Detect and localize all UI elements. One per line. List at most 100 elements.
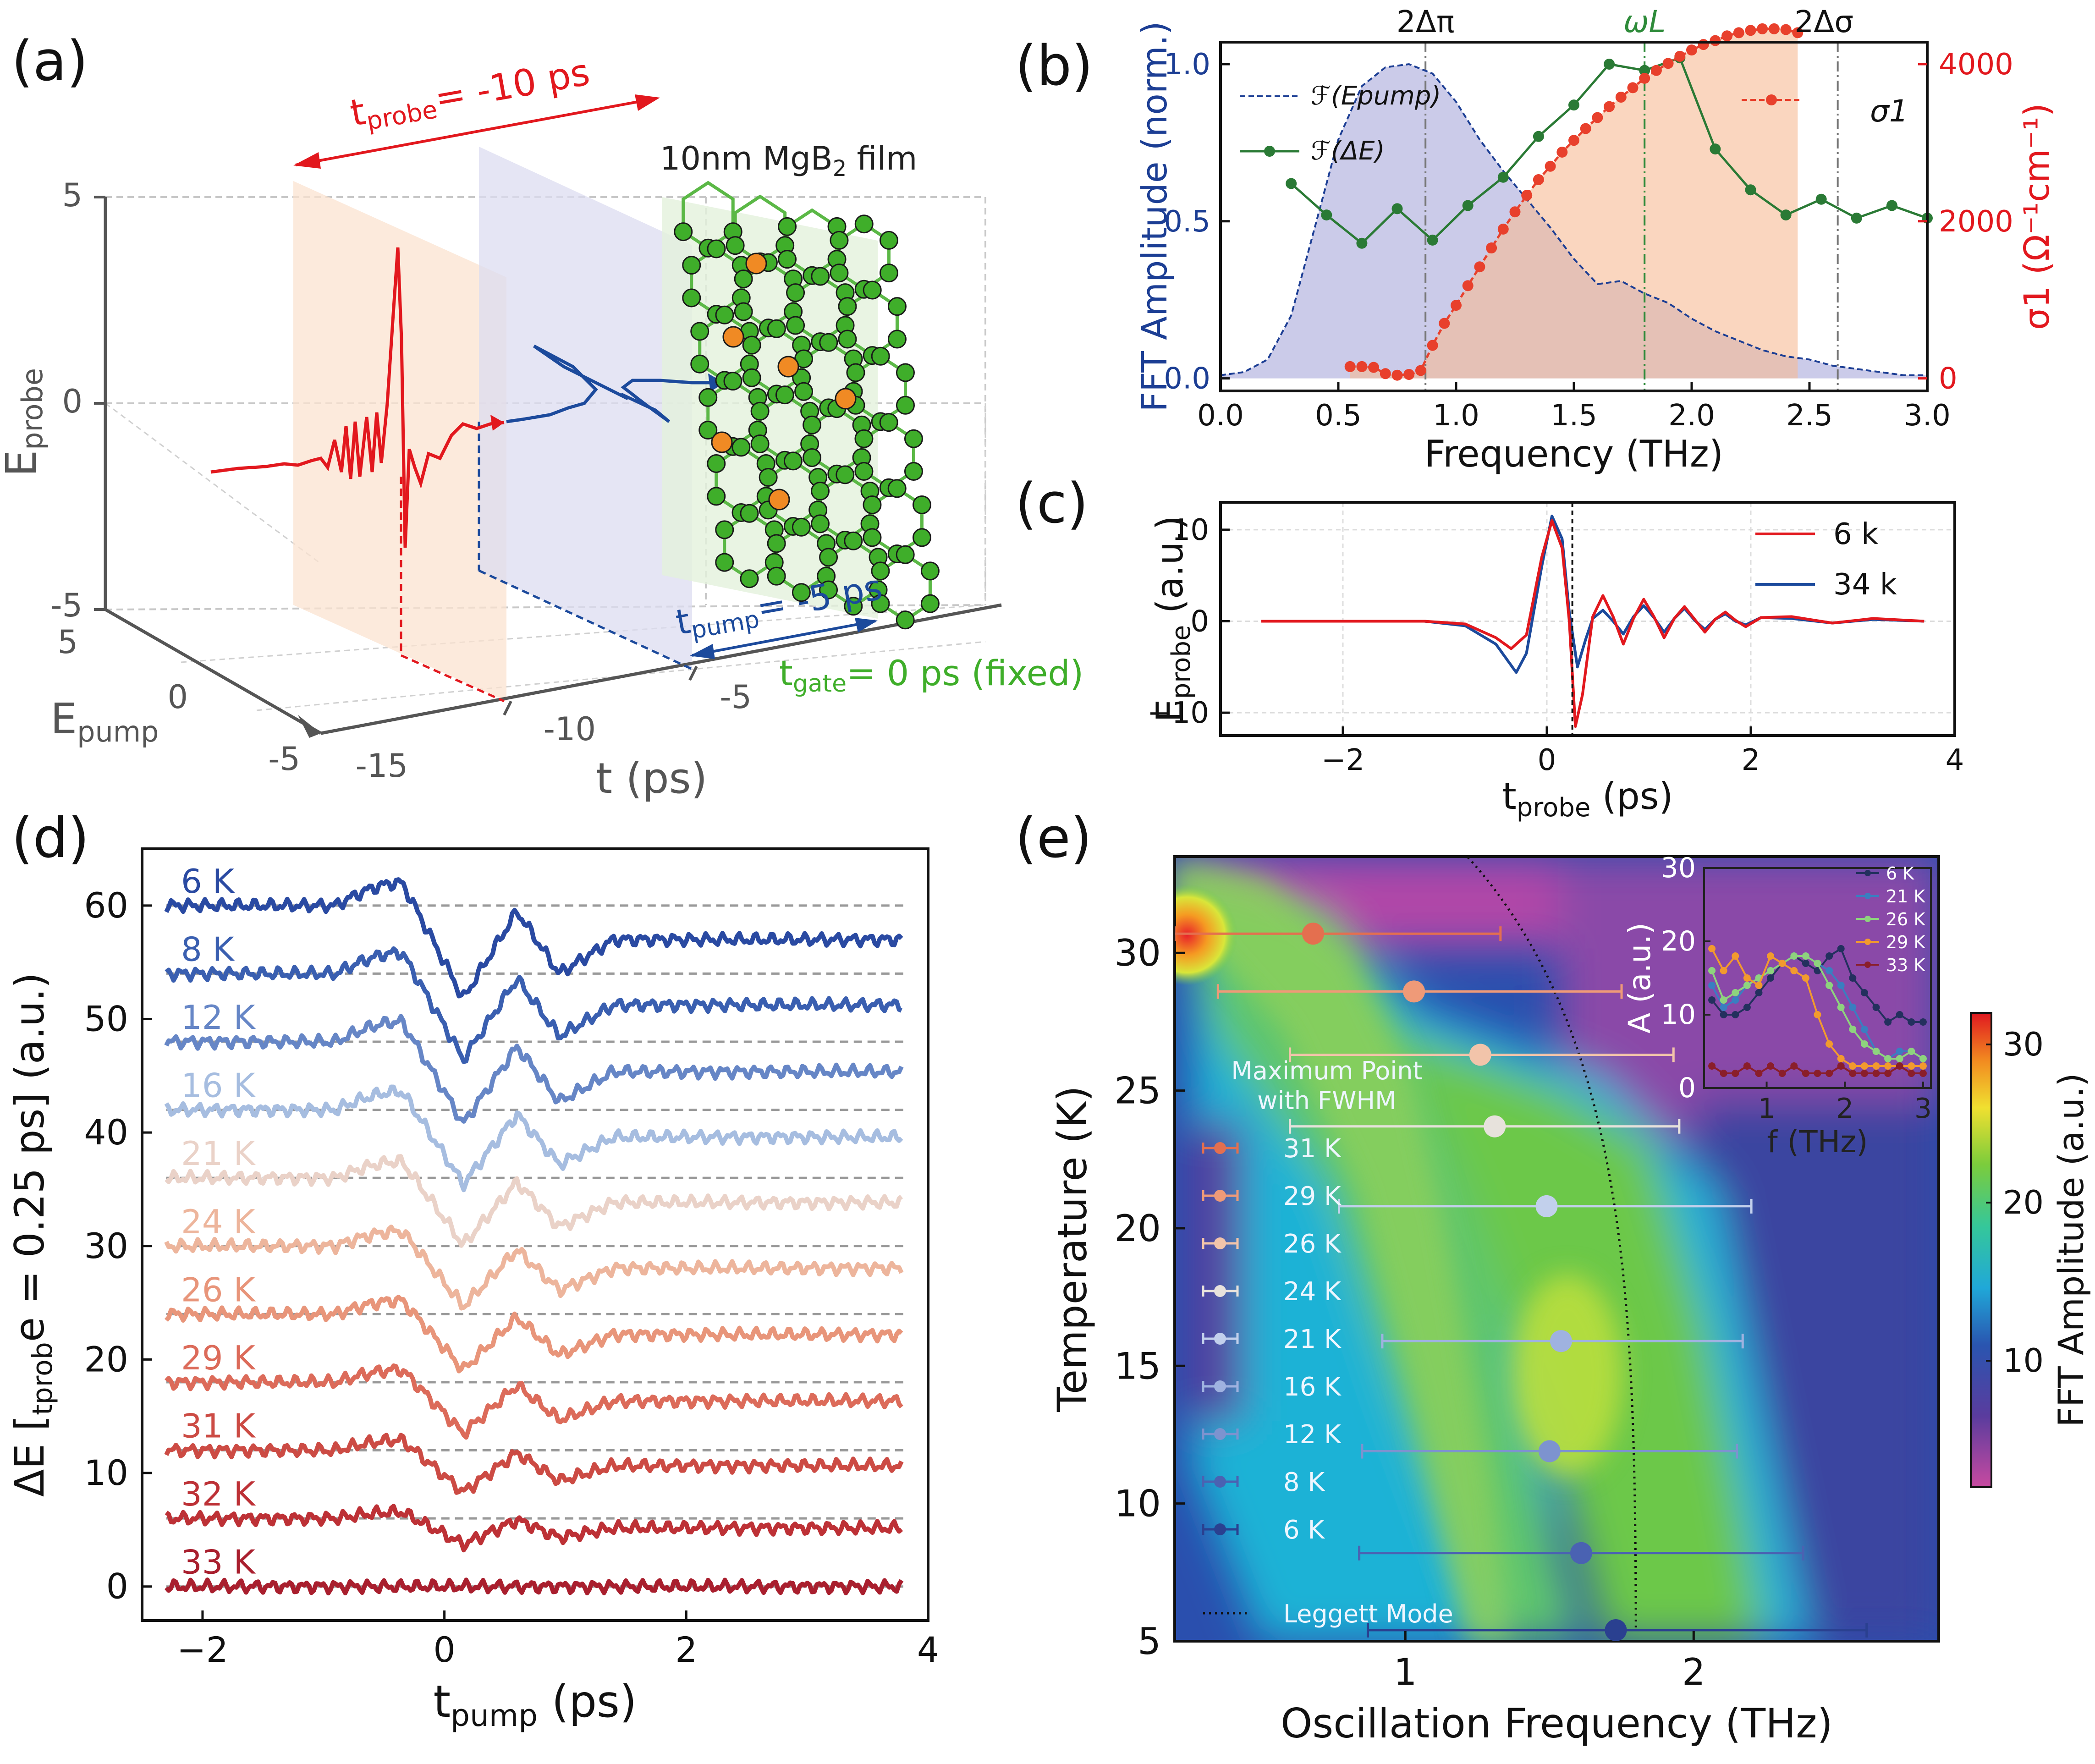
fdE-point xyxy=(1391,203,1403,214)
inset-point xyxy=(1860,1070,1868,1077)
e-legend-label: 16 K xyxy=(1283,1372,1342,1402)
inset-ytick-label: 30 xyxy=(1661,852,1696,884)
inset-point xyxy=(1896,1055,1903,1062)
boron-atom xyxy=(811,514,830,533)
inset-point xyxy=(1814,1011,1821,1018)
fdE-point xyxy=(1745,184,1756,196)
inset-point xyxy=(1767,1062,1775,1070)
inset-point xyxy=(1720,967,1727,974)
c-ytick-label: 10 xyxy=(1172,513,1209,547)
sigma1-point xyxy=(1710,35,1721,46)
plot-frame xyxy=(1219,501,1956,737)
boron-atom xyxy=(767,534,786,553)
inset-point xyxy=(1860,1062,1868,1070)
probe-tick-m5: -5 xyxy=(50,587,82,624)
inset-point xyxy=(1849,1026,1857,1033)
sigma1-point xyxy=(1451,300,1462,311)
inset-point xyxy=(1778,960,1786,967)
sigma1-point xyxy=(1686,44,1697,56)
boron-atom xyxy=(896,396,915,415)
d-xtick-label: 2 xyxy=(675,1629,697,1670)
inset-point xyxy=(1802,1070,1809,1077)
colorbar xyxy=(1970,1012,1992,1488)
sigma1-point xyxy=(1604,101,1615,112)
sigma1-point xyxy=(1356,361,1368,372)
inset-point xyxy=(1743,974,1751,982)
probe-plane xyxy=(293,181,506,701)
inset-series xyxy=(1708,945,1927,1077)
max-point-24K xyxy=(1535,1195,1558,1217)
inset-point xyxy=(1860,1040,1868,1048)
inset-ytick-label: 0 xyxy=(1678,1072,1696,1104)
b-ytick-left-label: 1.0 xyxy=(1164,48,1210,82)
boron-atom xyxy=(912,528,931,547)
boron-atom xyxy=(707,239,726,258)
inset-point xyxy=(1743,1062,1751,1070)
b-xtick-label: 1.5 xyxy=(1551,399,1597,433)
colorbar-tick-label: 10 xyxy=(2003,1342,2044,1379)
boron-atom xyxy=(698,421,718,440)
sigma1-point xyxy=(1698,39,1709,50)
boron-atom xyxy=(726,236,745,255)
inset-point xyxy=(1826,1070,1833,1077)
inset-point xyxy=(1837,945,1845,952)
t-tick-m5: -5 xyxy=(720,678,752,716)
inset-frame xyxy=(1703,867,1932,1089)
inset-point xyxy=(1720,996,1727,1004)
sigma1-point xyxy=(1639,72,1650,84)
d-ytick-label: 50 xyxy=(84,998,128,1039)
inset-point xyxy=(1790,967,1798,974)
b-ytick-left-label: 0.5 xyxy=(1164,205,1210,239)
max-point-16K xyxy=(1538,1440,1561,1462)
boron-atom xyxy=(838,330,857,349)
fdE-point xyxy=(1604,58,1615,70)
c-xtick-label: 4 xyxy=(1946,743,1964,777)
c-ytick-label: −10 xyxy=(1147,696,1209,730)
axis-label-t: t (ps) xyxy=(596,754,707,803)
boron-atom xyxy=(871,346,890,366)
max-point-6K xyxy=(1605,1619,1627,1641)
b-top-label: 2Δσ xyxy=(1794,4,1853,39)
inset-point xyxy=(1778,1070,1786,1077)
magnesium-atom xyxy=(745,253,767,275)
d-xtick-label: 4 xyxy=(917,1629,939,1670)
sigma1-point xyxy=(1568,135,1579,146)
b-top-label: ωL xyxy=(1623,4,1666,39)
e-legend-label: 24 K xyxy=(1283,1277,1342,1307)
boron-atom xyxy=(792,517,811,537)
d-trace-16K xyxy=(164,1084,903,1192)
boron-atom xyxy=(846,363,865,382)
b-top-label: 2Δπ xyxy=(1397,4,1455,39)
d-trace-12K xyxy=(164,1014,904,1124)
c-xtick-label: −2 xyxy=(1321,743,1364,777)
fdE-point xyxy=(1710,143,1721,155)
inset-point xyxy=(1872,1062,1880,1070)
fdE-point xyxy=(1780,209,1792,221)
boron-atom xyxy=(783,451,803,471)
inset-point xyxy=(1837,982,1845,989)
inset-point xyxy=(1826,967,1833,974)
b-xlabel: Frequency (THz) xyxy=(1424,433,1723,475)
inset-point xyxy=(1884,1055,1892,1062)
inset-point xyxy=(1814,967,1821,974)
d-ytick-label: 30 xyxy=(84,1225,128,1266)
probe-pulse-wave xyxy=(210,247,505,548)
sigma1-point xyxy=(1509,206,1521,218)
boron-atom xyxy=(844,597,863,616)
inset-point xyxy=(1755,989,1763,996)
sigma1-point xyxy=(1721,30,1733,42)
boron-atom xyxy=(786,283,805,302)
inset-point xyxy=(1884,1062,1892,1070)
boron-atom xyxy=(854,214,874,234)
boron-atom xyxy=(707,487,726,506)
magnesium-atom xyxy=(777,356,799,378)
sigma1-point xyxy=(1556,146,1568,158)
boron-atom xyxy=(707,454,726,473)
c-legend-label: 34 k xyxy=(1833,568,1897,602)
c-xtick-label: 0 xyxy=(1538,743,1556,777)
inset-legend-label: 26 K xyxy=(1886,909,1925,929)
inset-ytick-label: 20 xyxy=(1661,925,1696,957)
d-ylabel: ΔE [tprobe = 0.25 ps] (a.u.) xyxy=(6,973,59,1497)
boron-atom xyxy=(715,305,734,324)
boron-atom xyxy=(811,267,830,286)
